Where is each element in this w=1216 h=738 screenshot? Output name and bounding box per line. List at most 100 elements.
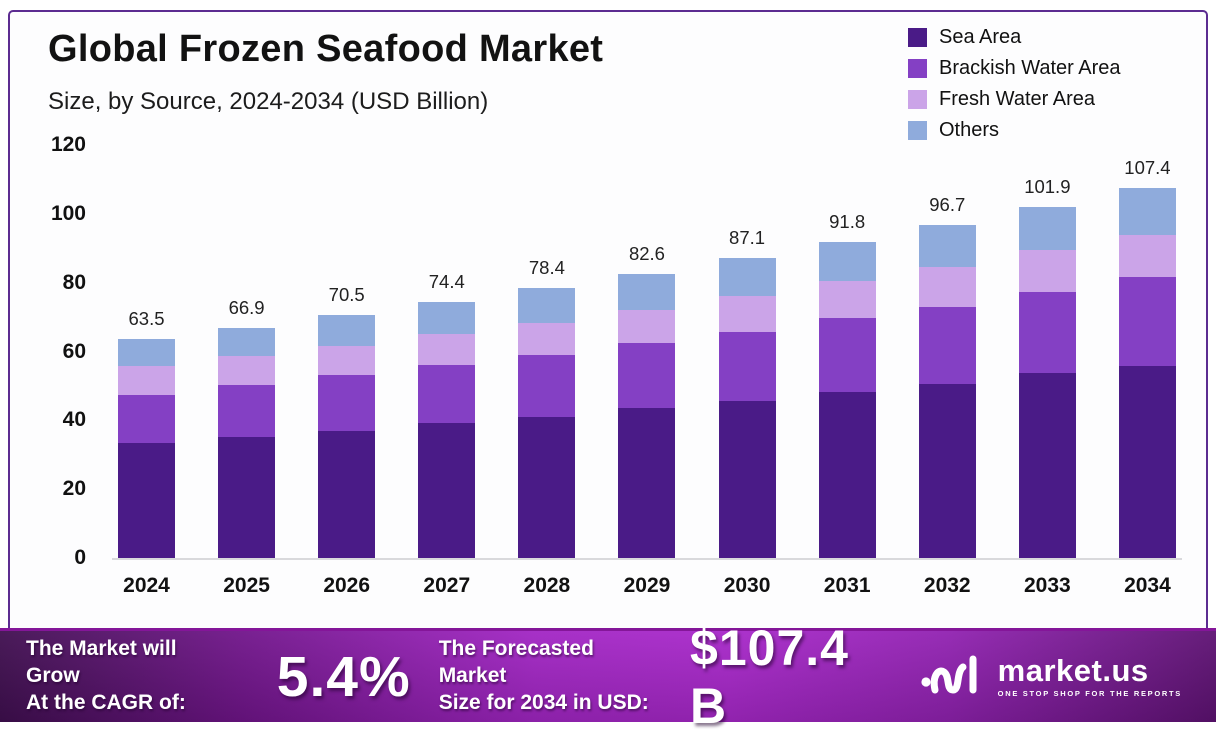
bar-segment-brackish-water-area [618, 342, 676, 408]
bar-total-label: 101.9 [1024, 176, 1071, 198]
bar-2024: 63.5 2024 [118, 145, 175, 597]
bar-segment-others [918, 225, 976, 268]
bar-total-label: 63.5 [128, 308, 165, 330]
bar-segment-others [218, 327, 276, 356]
bar-total-label: 74.4 [428, 270, 465, 292]
bar-segment-brackish-water-area [218, 384, 276, 437]
legend-label: Fresh Water Area [939, 88, 1095, 110]
bar-2030: 87.1 2030 [718, 145, 776, 597]
legend-label: Others [939, 119, 1000, 141]
bar-2026: 70.5 2026 [318, 145, 376, 597]
bar-segment-fresh-water-area [418, 333, 476, 365]
cagr-label-line2: At the CAGR of: [26, 690, 186, 714]
bar-segment-fresh-water-area [718, 296, 776, 332]
bar-total-label: 107.4 [1124, 157, 1171, 179]
bar-segment-fresh-water-area [618, 309, 676, 343]
legend-item-sea-area: Sea Area [908, 26, 1121, 49]
bar-segment-others [818, 242, 876, 281]
x-label-2025: 2025 [223, 574, 270, 597]
bar-total-label: 78.4 [528, 257, 565, 279]
y-axis: 0 20 40 60 80 100 120 [22, 133, 86, 569]
x-label-2029: 2029 [623, 574, 671, 597]
bar-segment-sea-area [818, 392, 876, 558]
bar-2027: 74.4 2027 [418, 145, 476, 597]
bar-segment-sea-area [318, 431, 376, 558]
bar-segment-sea-area [718, 401, 776, 558]
brand-tagline: ONE STOP SHOP FOR THE REPORTS [997, 689, 1182, 699]
y-tick-0: 0 [74, 546, 86, 569]
bar-total-label: 70.5 [328, 284, 365, 306]
x-label-2033: 2033 [1023, 574, 1071, 597]
x-label-2024: 2024 [123, 574, 170, 597]
x-label-2028: 2028 [523, 574, 571, 597]
cagr-label-line1: The Market will Grow [26, 637, 177, 688]
bar-segment-others [618, 273, 676, 310]
forecast-label-line1: The Forecasted Market [438, 637, 594, 688]
bar-segment-fresh-water-area [118, 365, 175, 395]
bar-2032: 96.7 2032 [918, 145, 976, 597]
x-label-2026: 2026 [323, 574, 371, 597]
bar-segment-others [118, 339, 175, 366]
cagr-value: 5.4% [276, 644, 411, 709]
x-label-2034: 2034 [1124, 574, 1171, 597]
bar-2028: 78.4 2028 [518, 145, 576, 597]
cagr-label: The Market will Grow At the CAGR of: [26, 636, 235, 717]
bar-segment-sea-area [1018, 373, 1076, 558]
bar-2029: 82.6 2029 [618, 145, 676, 597]
bar-segment-brackish-water-area [518, 354, 576, 417]
x-label-2032: 2032 [923, 574, 971, 597]
brand-logo: market.us ONE STOP SHOP FOR THE REPORTS [920, 650, 1190, 703]
bar-segment-others [718, 258, 776, 297]
legend-label: Sea Area [939, 26, 1022, 48]
bar-segment-fresh-water-area [1018, 249, 1076, 292]
legend-swatch-icon [908, 28, 927, 47]
bar-total-label: 82.6 [628, 242, 665, 264]
y-tick-100: 100 [50, 201, 86, 225]
bar-segment-others [518, 288, 576, 323]
legend-swatch-icon [908, 121, 927, 140]
bar-segment-fresh-water-area [1118, 234, 1176, 278]
bar-segment-sea-area [618, 407, 676, 558]
bar-segment-others [1118, 188, 1176, 235]
legend-item-others: Others [908, 119, 1121, 142]
bar-segment-sea-area [918, 383, 976, 558]
forecast-label-line2: Size for 2034 in USD: [438, 690, 649, 714]
bar-segment-brackish-water-area [818, 318, 876, 393]
legend-swatch-icon [908, 59, 927, 78]
bar-segment-sea-area [418, 423, 476, 558]
chart-title: Global Frozen Seafood Market [48, 28, 604, 70]
forecast-label: The Forecasted Market Size for 2034 in U… [439, 636, 666, 717]
bar-segment-brackish-water-area [1018, 291, 1076, 374]
chart-frame [8, 10, 1208, 722]
bar-segment-sea-area [118, 443, 175, 558]
footer-banner: The Market will Grow At the CAGR of: 5.4… [0, 620, 1216, 734]
bar-segment-sea-area [1118, 365, 1176, 558]
y-tick-40: 40 [62, 408, 86, 432]
bar-segment-brackish-water-area [1118, 277, 1176, 366]
bar-segment-others [1018, 207, 1076, 250]
bar-total-label: 87.1 [729, 227, 766, 249]
bar-segment-others [418, 301, 476, 334]
x-label-2031: 2031 [823, 574, 871, 597]
legend-label: Brackish Water Area [939, 57, 1121, 79]
bar-segment-brackish-water-area [418, 364, 476, 424]
legend-swatch-icon [908, 90, 927, 109]
bar-total-label: 96.7 [929, 194, 966, 216]
marketus-squiggle-icon [920, 650, 986, 703]
brand-text: market.us ONE STOP SHOP FOR THE REPORTS [998, 655, 1182, 698]
y-tick-120: 120 [50, 133, 86, 156]
y-tick-80: 80 [62, 270, 86, 294]
bar-segment-fresh-water-area [318, 346, 376, 375]
legend-item-fresh-water-area: Fresh Water Area [908, 88, 1121, 111]
bar-2031: 91.8 2031 [818, 145, 876, 597]
y-tick-60: 60 [62, 339, 86, 363]
plot-area: 63.5 2024 66.9 2025 70.5 2026 74.4 2027 78.4 2028… [112, 145, 1182, 597]
forecast-value: $107.4 B [690, 619, 849, 734]
bar-segment-sea-area [218, 436, 276, 558]
bar-segment-fresh-water-area [818, 280, 876, 319]
bar-total-label: 91.8 [829, 211, 866, 233]
brand-name: market.us [997, 653, 1149, 689]
bar-segment-sea-area [518, 416, 576, 558]
bar-segment-fresh-water-area [218, 355, 276, 385]
